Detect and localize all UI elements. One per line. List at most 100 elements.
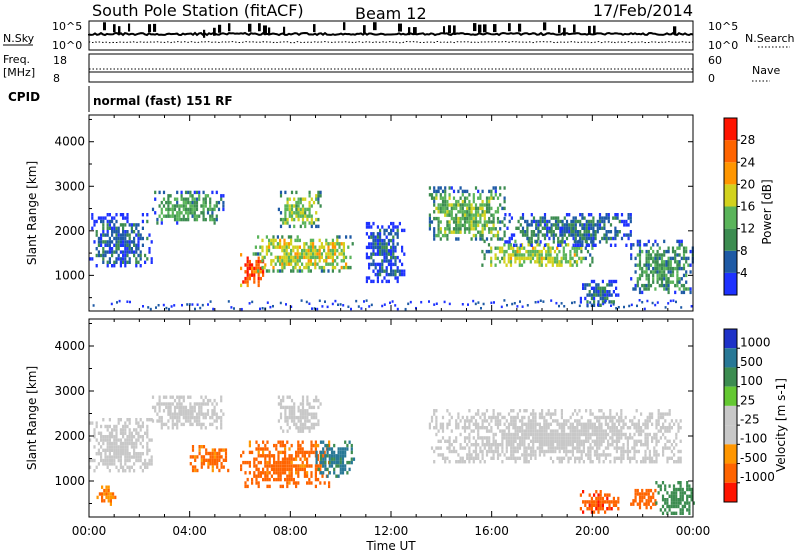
- echo-cell: [331, 255, 334, 260]
- echo-cell: [288, 471, 291, 475]
- echo-cell: [283, 265, 286, 270]
- echo-cell: [365, 276, 368, 280]
- echo-cell: [661, 504, 665, 509]
- echo-cell: [531, 256, 535, 261]
- echo-cell: [641, 249, 644, 254]
- echo-cell: [466, 426, 469, 430]
- echo-cell: [565, 443, 568, 447]
- echo-cell: [596, 226, 599, 230]
- echo-cell: [160, 402, 163, 406]
- echo-cell: [608, 279, 611, 284]
- echo-cell: [518, 436, 522, 440]
- ground-scatter-cell: [578, 304, 581, 308]
- echo-cell: [439, 203, 442, 207]
- echo-cell: [538, 260, 541, 264]
- echo-cell: [128, 465, 131, 469]
- echo-cell: [474, 186, 478, 190]
- echo-cell: [286, 217, 289, 222]
- echo-cell: [510, 236, 513, 241]
- echo-cell: [644, 432, 647, 437]
- echo-cell: [492, 432, 495, 437]
- echo-cell: [647, 253, 650, 257]
- echo-cell: [435, 206, 438, 211]
- echo-cell: [191, 204, 194, 208]
- echo-cell: [565, 230, 569, 234]
- echo-cell: [578, 436, 581, 440]
- echo-cell: [115, 233, 118, 237]
- echo-cell: [262, 471, 265, 475]
- echo-cell: [308, 221, 311, 225]
- echo-cell: [246, 270, 249, 274]
- echo-cell: [594, 236, 597, 241]
- echo-cell: [277, 450, 280, 455]
- echo-cell: [281, 450, 284, 455]
- freq-label-line1: Freq.: [3, 53, 30, 66]
- echo-cell: [570, 219, 573, 224]
- ground-scatter-cell: [305, 300, 308, 304]
- echo-cell: [474, 419, 478, 423]
- echo-cell: [217, 415, 221, 420]
- echo-cell: [115, 257, 118, 261]
- echo-cell: [383, 259, 386, 263]
- echo-cell: [629, 432, 632, 437]
- echo-cell: [611, 436, 614, 440]
- echo-cell: [333, 457, 336, 461]
- echo-cell: [255, 464, 258, 468]
- echo-cell: [654, 499, 657, 503]
- echo-cell: [448, 436, 451, 440]
- ground-scatter-cell: [313, 307, 316, 310]
- echo-cell: [330, 464, 334, 468]
- echo-cell: [554, 233, 558, 237]
- echo-cell: [501, 220, 504, 224]
- echo-cell: [463, 436, 467, 440]
- echo-cell: [281, 248, 284, 253]
- echo-cell: [529, 449, 533, 454]
- echo-cell: [557, 223, 560, 227]
- echo-cell: [173, 409, 177, 413]
- echo-cell: [286, 429, 289, 433]
- echo-cell: [176, 395, 179, 399]
- echo-cell: [601, 300, 604, 304]
- echo-cell: [126, 458, 129, 463]
- echo-cell: [687, 263, 690, 267]
- echo-cell: [108, 448, 111, 452]
- echo-cell: [609, 415, 612, 420]
- echo-cell: [180, 211, 183, 215]
- echo-cell: [507, 456, 511, 460]
- echo-cell: [376, 245, 379, 250]
- echo-cell: [122, 240, 125, 244]
- freq-tick-low: 8: [53, 72, 60, 85]
- echo-cell: [202, 214, 205, 218]
- echo-cell: [316, 248, 319, 253]
- echo-cell: [439, 206, 442, 211]
- echo-cell: [530, 223, 533, 227]
- echo-cell: [603, 226, 606, 230]
- echo-cell: [523, 449, 526, 454]
- echo-cell: [492, 220, 495, 224]
- echo-cell: [148, 448, 151, 452]
- ground-scatter-cell: [480, 306, 482, 310]
- echo-cell: [524, 233, 527, 237]
- echo-cell: [95, 233, 98, 237]
- ground-scatter-cell: [116, 301, 118, 304]
- echo-cell: [546, 219, 549, 224]
- echo-cell: [539, 219, 542, 224]
- echo-cell: [448, 220, 451, 224]
- echo-cell: [656, 249, 659, 254]
- echo-cell: [376, 242, 379, 246]
- echo-cell: [539, 240, 542, 244]
- echo-cell: [638, 499, 642, 503]
- echo-cell: [662, 453, 665, 457]
- ground-scatter-cell: [571, 301, 573, 305]
- echo-cell: [304, 224, 307, 229]
- echo-cell: [589, 443, 592, 447]
- echo-cell: [645, 505, 648, 510]
- echo-cell: [333, 443, 336, 448]
- echo-cell: [108, 223, 111, 227]
- echo-cell: [122, 253, 125, 258]
- echo-cell: [527, 415, 530, 420]
- echo-cell: [124, 236, 127, 241]
- echo-cell: [561, 226, 564, 230]
- echo-cell: [534, 439, 537, 443]
- echo-cell: [336, 255, 339, 260]
